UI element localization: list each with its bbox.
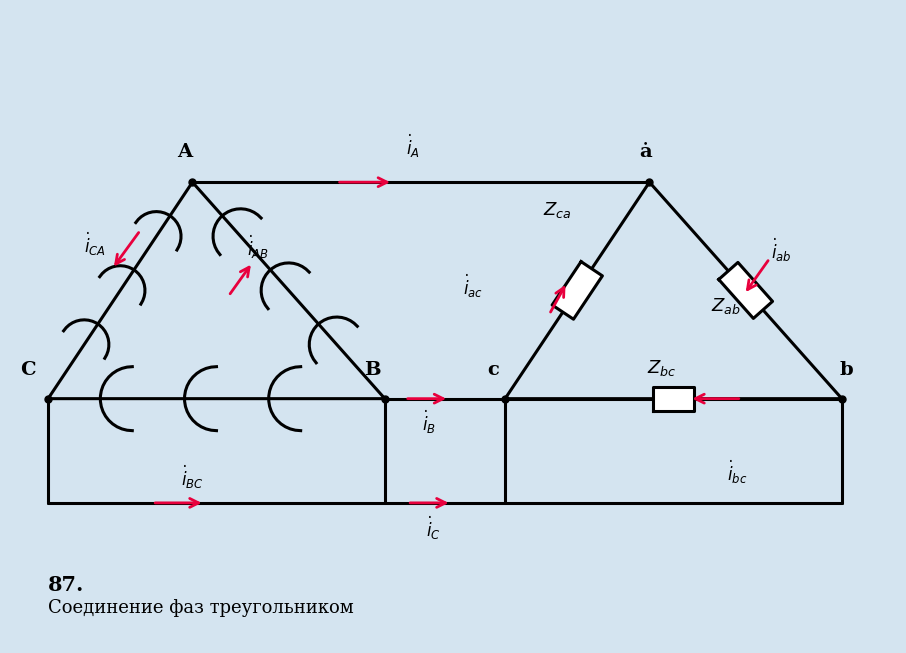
Text: c: c [487, 360, 499, 379]
Text: 87.: 87. [48, 575, 84, 595]
Text: $\mathit{\dot{i}_{ab}}$: $\mathit{\dot{i}_{ab}}$ [771, 237, 792, 264]
Text: A: A [177, 142, 192, 161]
Text: B: B [364, 360, 381, 379]
Text: $\mathit{\dot{i}_{B}}$: $\mathit{\dot{i}_{B}}$ [422, 409, 436, 436]
Text: ȧ: ȧ [639, 142, 651, 161]
Polygon shape [552, 262, 602, 319]
Text: $\mathit{\dot{i}_{ac}}$: $\mathit{\dot{i}_{ac}}$ [463, 273, 483, 300]
Text: $\mathit{\dot{i}_{C}}$: $\mathit{\dot{i}_{C}}$ [426, 515, 440, 542]
Text: C: C [20, 360, 36, 379]
Text: $\mathit{Z_{bc}}$: $\mathit{Z_{bc}}$ [647, 358, 676, 378]
Text: b: b [839, 360, 853, 379]
Text: $\mathit{Z_{ca}}$: $\mathit{Z_{ca}}$ [543, 200, 572, 220]
Text: $\mathit{\dot{i}_{AB}}$: $\mathit{\dot{i}_{AB}}$ [247, 234, 269, 261]
Text: $\mathit{\dot{i}_{A}}$: $\mathit{\dot{i}_{A}}$ [406, 133, 419, 160]
Text: Соединение фаз треугольником: Соединение фаз треугольником [48, 599, 354, 617]
Polygon shape [718, 263, 773, 319]
Text: $\mathit{\dot{i}_{CA}}$: $\mathit{\dot{i}_{CA}}$ [83, 231, 106, 259]
Polygon shape [653, 387, 693, 411]
Text: $\mathit{Z_{ab}}$: $\mathit{Z_{ab}}$ [710, 296, 740, 317]
Text: $\mathit{\dot{i}_{BC}}$: $\mathit{\dot{i}_{BC}}$ [181, 464, 204, 491]
Text: $\mathit{\dot{i}_{bc}}$: $\mathit{\dot{i}_{bc}}$ [728, 459, 747, 486]
